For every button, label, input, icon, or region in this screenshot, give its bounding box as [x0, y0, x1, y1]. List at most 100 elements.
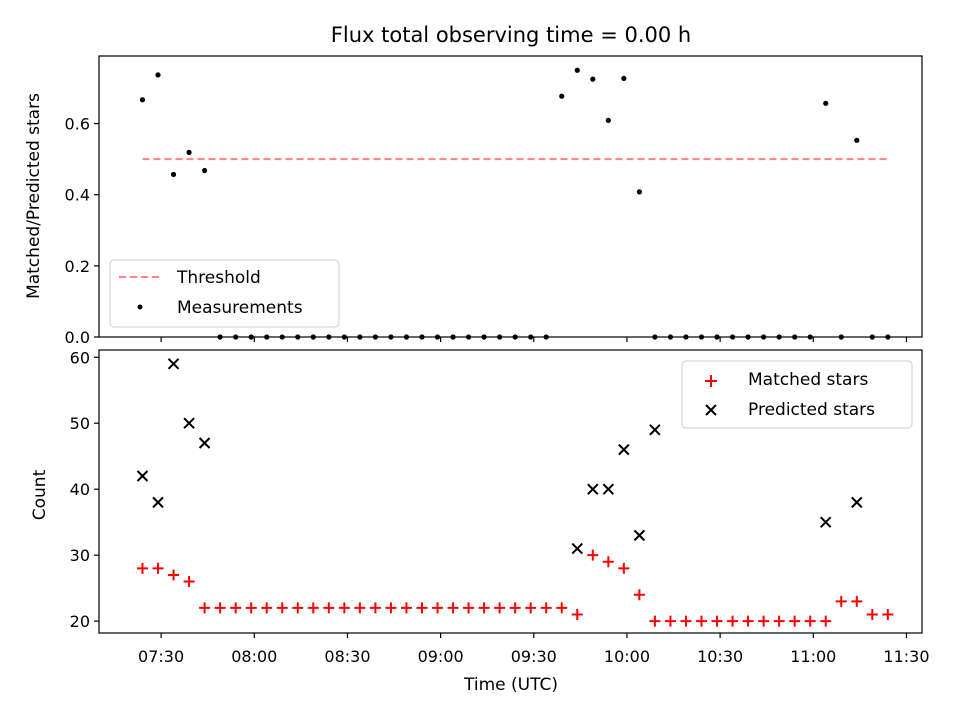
top-legend-box [109, 259, 340, 328]
matched-point [354, 602, 366, 614]
top-x-ticks [160, 337, 908, 342]
matched-point [385, 602, 397, 614]
matched-point [835, 595, 847, 607]
predicted-point [820, 516, 832, 528]
matched-point [773, 615, 785, 627]
top-y-tick-label: 0.0 [65, 328, 90, 347]
top-y-tick-label: 0.6 [65, 115, 90, 134]
bottom-x-tick-label: 08:00 [231, 647, 277, 666]
matched-point [136, 562, 148, 574]
bottom-x-tick-label: 08:30 [324, 647, 370, 666]
bottom-y-axis-label: Count [30, 469, 50, 520]
bottom-y-tick-label: 20 [70, 612, 90, 631]
matched-point [307, 602, 319, 614]
measurement-point [823, 100, 829, 106]
bottom-x-tick-label: 09:30 [511, 647, 557, 666]
legend-predicted-label: Predicted stars [748, 400, 875, 420]
legend-matched-swatch [705, 375, 717, 387]
matched-point [463, 602, 475, 614]
matched-point [199, 602, 211, 614]
predicted-point [851, 496, 863, 509]
measurement-point [605, 117, 611, 123]
matched-point [432, 602, 444, 614]
matched-point [416, 602, 428, 614]
matched-point [152, 562, 164, 574]
top-y-axis-label: Matched/Predicted stars [24, 93, 44, 299]
matched-point [494, 602, 506, 614]
matched-point [478, 602, 490, 614]
measurement-point [186, 149, 192, 155]
top-y-ticks: 0.0 0.2 0.4 0.6 [65, 115, 99, 347]
matched-point [851, 595, 863, 607]
x-axis-label: Time (UTC) [463, 675, 558, 695]
bottom-legend: Matched stars Predicted stars [681, 360, 913, 429]
top-legend: Threshold Measurements [109, 259, 340, 328]
predicted-point [587, 483, 599, 495]
bottom-legend-box [681, 360, 913, 429]
predicted-point [183, 417, 195, 429]
measurement-point [590, 76, 596, 82]
bottom-y-tick-label: 30 [70, 546, 90, 565]
measurement-point [854, 137, 860, 143]
bottom-y-ticks: 20 30 40 50 60 [70, 348, 99, 631]
predicted-point [198, 437, 211, 449]
matched-point [882, 609, 894, 621]
measurement-point [170, 171, 177, 178]
matched-point [183, 576, 195, 588]
predicted-point [633, 529, 646, 542]
predicted-point [571, 542, 583, 555]
measurement-point [201, 167, 208, 174]
predicted-point [167, 358, 180, 370]
legend-threshold-label: Threshold [176, 268, 261, 288]
bottom-x-tick-label: 09:00 [418, 647, 464, 666]
matched-point [245, 602, 257, 614]
measurement-point [155, 72, 161, 78]
matched-point [618, 562, 630, 574]
predicted-point [136, 470, 149, 482]
bottom-y-tick-label: 50 [70, 414, 90, 433]
bottom-plot-frame [98, 349, 923, 634]
matched-point [400, 602, 412, 614]
bottom-plot-marks [136, 358, 894, 627]
matched-point [276, 602, 288, 614]
matched-point [804, 615, 816, 627]
matched-point [447, 602, 459, 614]
matched-point [525, 602, 537, 614]
top-plot-frame [98, 55, 923, 338]
matched-point [369, 602, 381, 614]
matched-point [338, 602, 350, 614]
matched-point [727, 615, 739, 627]
matched-point [571, 609, 583, 621]
bottom-x-tick-label: 11:00 [790, 647, 836, 666]
legend-measurements-swatch [137, 304, 143, 310]
top-y-tick-label: 0.2 [65, 257, 90, 276]
matched-point [758, 615, 770, 627]
matched-point [556, 602, 568, 614]
bottom-x-ticks: 07:30 08:00 08:30 09:00 09:30 10:00 10:30 11:00… [138, 633, 930, 666]
measurement-point [621, 75, 627, 82]
chart-title: Flux total observing time = 0.00 h [331, 23, 691, 47]
bottom-y-tick-label: 60 [70, 348, 90, 367]
matched-point [664, 615, 676, 627]
matched-point [323, 602, 335, 614]
matched-point [649, 615, 661, 627]
matched-point [168, 569, 180, 581]
bottom-panel: Count Time (UTC) 20 30 40 50 60 07:30 08:00 08… [30, 348, 930, 695]
predicted-point [649, 424, 661, 436]
matched-point [789, 615, 801, 627]
matched-point [214, 602, 226, 614]
legend-measurements-label: Measurements [177, 298, 303, 318]
matched-point [261, 602, 273, 614]
top-y-tick-label: 0.4 [65, 186, 90, 205]
bottom-x-tick-label: 07:30 [138, 647, 184, 666]
predicted-point [618, 443, 630, 456]
bottom-x-tick-label: 11:30 [883, 647, 929, 666]
matched-point [866, 609, 878, 621]
matched-point [695, 615, 707, 627]
bottom-x-tick-label: 10:00 [604, 647, 650, 666]
measurement-point [574, 67, 580, 73]
legend-matched-label: Matched stars [748, 370, 868, 390]
matched-point [509, 602, 521, 614]
bottom-x-tick-label: 10:30 [697, 647, 743, 666]
